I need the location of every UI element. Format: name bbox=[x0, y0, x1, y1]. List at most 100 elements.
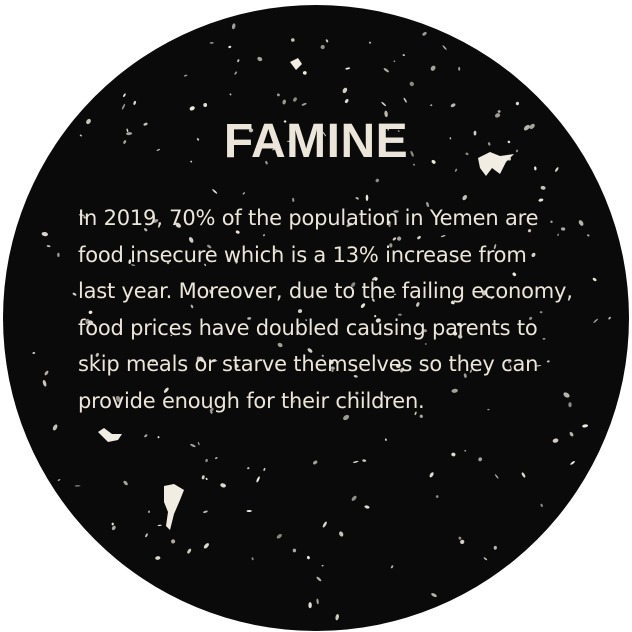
speckle bbox=[535, 365, 542, 367]
speckle bbox=[313, 460, 318, 465]
speckle bbox=[188, 237, 194, 243]
speckle bbox=[400, 367, 405, 373]
speckle bbox=[343, 414, 350, 421]
speckle bbox=[509, 365, 512, 370]
speckle bbox=[190, 443, 196, 448]
speckle bbox=[32, 352, 36, 354]
speckle bbox=[272, 147, 278, 151]
speckle bbox=[417, 235, 421, 240]
speckle bbox=[560, 227, 566, 231]
speckle bbox=[316, 576, 322, 582]
speckle bbox=[529, 316, 533, 320]
speckle bbox=[563, 392, 570, 398]
speckle bbox=[302, 71, 307, 75]
speckle bbox=[429, 472, 434, 478]
speckle bbox=[578, 220, 584, 226]
speckle bbox=[451, 388, 458, 393]
speckle bbox=[220, 483, 226, 488]
speckle bbox=[339, 531, 344, 537]
speckle bbox=[46, 245, 51, 248]
speckle bbox=[398, 313, 402, 316]
speckle bbox=[199, 356, 205, 363]
speckle bbox=[126, 128, 129, 133]
speckle bbox=[512, 272, 517, 277]
distressed-texture bbox=[32, 23, 611, 621]
speckle bbox=[228, 124, 235, 129]
speckle bbox=[435, 495, 439, 498]
speckle bbox=[368, 41, 372, 44]
speckle bbox=[290, 38, 295, 42]
speckle bbox=[458, 334, 463, 339]
speckle bbox=[529, 123, 535, 130]
speckle bbox=[251, 557, 254, 561]
speckle bbox=[393, 210, 399, 213]
speckle bbox=[375, 178, 380, 183]
speckle bbox=[41, 231, 48, 237]
speckle bbox=[360, 303, 366, 308]
speckle bbox=[187, 548, 192, 554]
speckle bbox=[516, 149, 518, 153]
speckle bbox=[355, 391, 359, 395]
speckle bbox=[276, 534, 282, 539]
speckle bbox=[235, 230, 240, 234]
speckle bbox=[538, 198, 544, 202]
speckle bbox=[321, 564, 324, 567]
speckle bbox=[88, 320, 94, 325]
speckle bbox=[331, 369, 334, 372]
speckle bbox=[197, 441, 200, 446]
speckle bbox=[344, 98, 349, 104]
speckle bbox=[351, 495, 357, 501]
speckle bbox=[144, 434, 148, 438]
speckle bbox=[430, 104, 433, 107]
speckle bbox=[157, 524, 162, 527]
chip-mark bbox=[164, 484, 184, 530]
speckle bbox=[306, 555, 310, 560]
speckle bbox=[387, 220, 391, 224]
speckle bbox=[593, 318, 599, 323]
speckle bbox=[384, 110, 388, 118]
speckle bbox=[183, 74, 188, 77]
speckle bbox=[276, 93, 280, 97]
speckle bbox=[115, 395, 121, 403]
speckle bbox=[78, 214, 85, 217]
speckle bbox=[144, 228, 148, 232]
speckle bbox=[133, 100, 137, 105]
speckle bbox=[540, 503, 543, 508]
speckle bbox=[493, 244, 497, 250]
speckle bbox=[86, 118, 91, 125]
speckle bbox=[539, 311, 543, 314]
speckle bbox=[196, 356, 200, 362]
speckle bbox=[494, 474, 499, 479]
description-line-1: In 2019, 70% of the population in Yemen … bbox=[78, 206, 539, 230]
speckle bbox=[152, 219, 159, 223]
speckle bbox=[247, 317, 252, 320]
speckle bbox=[190, 160, 193, 163]
speckle bbox=[450, 301, 455, 305]
speckle bbox=[209, 407, 214, 412]
speckle bbox=[209, 289, 212, 294]
speckle bbox=[397, 236, 402, 241]
speckle bbox=[123, 140, 127, 144]
speckle bbox=[292, 400, 296, 403]
speckle bbox=[422, 329, 427, 333]
speckle bbox=[346, 222, 353, 227]
speckle bbox=[79, 134, 83, 137]
speckle bbox=[460, 539, 465, 545]
description-line-4: food prices have doubled causing parents… bbox=[78, 315, 538, 340]
speckle bbox=[151, 359, 156, 363]
speckle bbox=[286, 140, 293, 143]
speckle bbox=[342, 87, 348, 94]
speckle bbox=[487, 408, 490, 411]
speckle bbox=[384, 438, 387, 441]
speckle bbox=[329, 359, 334, 365]
speckle bbox=[123, 480, 128, 486]
speckle bbox=[383, 68, 389, 73]
speckle bbox=[365, 194, 369, 201]
speckle bbox=[155, 556, 161, 560]
speckle bbox=[362, 459, 367, 462]
speckle bbox=[465, 152, 469, 156]
speckle bbox=[481, 290, 487, 296]
speckle bbox=[322, 131, 327, 137]
speckle bbox=[372, 276, 377, 281]
speckle bbox=[546, 360, 550, 363]
